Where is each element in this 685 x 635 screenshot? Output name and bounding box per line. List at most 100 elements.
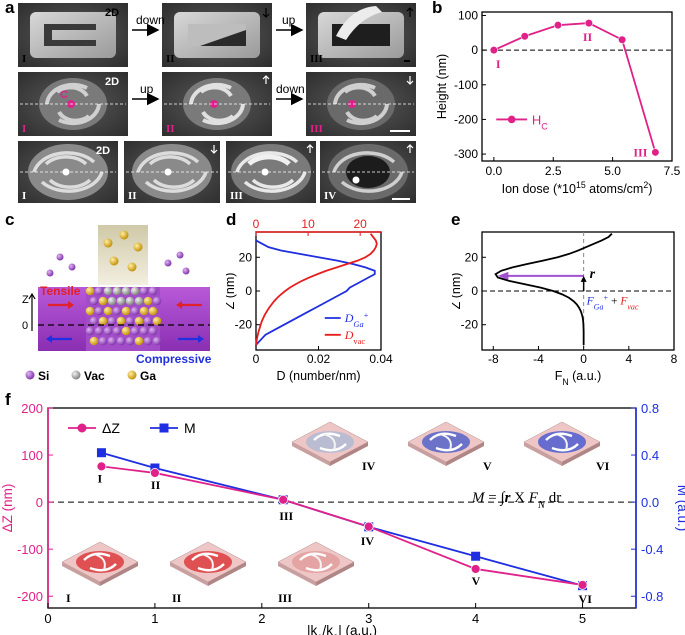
a-row3-label-2: II — [128, 190, 137, 202]
a-row2-label-2: II — [166, 123, 175, 135]
a-row2-label-1: I — [22, 123, 26, 135]
b-point — [618, 35, 627, 44]
f-inset-ii-side-right — [208, 562, 246, 586]
f-point-dz — [96, 461, 107, 472]
b-frame — [481, 11, 673, 162]
lattice-atom — [121, 306, 131, 316]
lattice-atom — [94, 326, 104, 336]
lattice-atom — [98, 296, 108, 306]
b-ytick-label: -200 — [454, 112, 478, 126]
f-point-dz — [577, 580, 588, 590]
d-xtick-label: 0.04 — [369, 352, 393, 366]
f-point-dz — [150, 468, 160, 478]
f-left-ytick-label: -100 — [17, 542, 43, 557]
chart-d: 0 0.02 0.04 0 10 20 20 0 -20 D (number/nm) Z (nm) D… — [226, 217, 393, 383]
d-top-tick-label: 20 — [353, 217, 367, 231]
f-inset-i-side-right — [100, 562, 138, 586]
c-zero-label: 0 — [22, 320, 28, 332]
d-series-ga — [255, 239, 376, 346]
f-inset-v — [407, 421, 485, 466]
f-inset-vi — [523, 421, 601, 466]
f-point-m — [150, 463, 160, 473]
lattice-atom — [139, 326, 149, 336]
f-xtick-label: 4 — [472, 611, 479, 626]
chart-e: -8 -4 0 4 8 20 0 -20 FN (a.u.) Z (nm) r FGa+ + Fvac — [452, 231, 678, 387]
d-series-vac — [255, 233, 378, 346]
lattice-atom — [98, 336, 108, 346]
f-inset-iii-side-right — [316, 562, 354, 586]
lattice-atom — [125, 296, 135, 306]
f-right-ytick-label: -0.4 — [641, 542, 663, 557]
a-row3-img4 — [320, 141, 416, 203]
a-row2-label-3: III — [310, 123, 323, 135]
lattice-atom — [89, 296, 99, 306]
d-ytick-label: 20 — [239, 250, 253, 264]
panel-letter-a: a — [5, 0, 15, 17]
f-xlabel: |k1/k2| (a.u.) — [307, 623, 377, 635]
d-top-tick-label: 10 — [301, 217, 315, 231]
f-legend-label-m: M — [184, 420, 196, 436]
e-xtick-label: 4 — [625, 352, 632, 366]
lattice-atom — [134, 316, 144, 326]
f-xtick-label: 0 — [44, 611, 51, 626]
b-xtick-label: 2.5 — [545, 164, 562, 178]
e-ytick-label: -20 — [461, 318, 479, 332]
lattice-atom — [89, 336, 99, 346]
a-row2-img1 — [18, 72, 128, 136]
lattice-atom — [107, 316, 117, 326]
f-inset-ii-arm3 — [201, 553, 214, 571]
b-point — [584, 18, 593, 28]
lattice-atom — [89, 316, 99, 326]
f-inset-iv-side-left — [292, 442, 330, 466]
b-xtick-label: 7.5 — [664, 164, 681, 178]
f-inset-ii — [169, 541, 247, 586]
d-legend-label-ga: DGa+ — [344, 310, 369, 328]
lattice-atom — [148, 326, 158, 336]
a-row1-img3 — [306, 3, 416, 67]
lattice-atom — [121, 286, 131, 296]
f-point-label: V — [472, 574, 481, 588]
b-legend-marker — [507, 115, 516, 124]
lattice-atom — [107, 336, 117, 346]
b-legend-label: HC — [532, 112, 548, 131]
b-annot-ii: II — [583, 30, 593, 44]
d-ylabel: Z (nm) — [226, 273, 237, 310]
a-row1-arrow1-label: down — [136, 13, 165, 27]
f-point-label: III — [279, 509, 293, 523]
lattice-atom — [125, 336, 135, 346]
a-row2-arrow2-label: down — [276, 82, 305, 96]
e-xtick-label: 8 — [671, 352, 678, 366]
c-legend-vac: Vac — [84, 369, 105, 383]
a-row3-label-3: III — [230, 190, 243, 202]
lattice-atom — [152, 296, 162, 306]
panel-c-schematic: Z 0 Tensile Compressive Si Vac Ga — [22, 225, 212, 383]
lattice-atom — [116, 336, 126, 346]
e-r-label: r — [590, 267, 596, 282]
f-inset-v-side-left — [408, 442, 446, 466]
b-xlabel: Ion dose (*1015 atoms/cm2) — [502, 180, 653, 196]
panel-letter-e: e — [451, 210, 461, 229]
b-point — [651, 148, 660, 157]
f-equation: M = ∫r X FN dr — [471, 490, 561, 511]
a-row3-img2 — [124, 141, 220, 203]
f-inset-iv — [291, 421, 369, 466]
lattice-atom — [121, 326, 131, 336]
f-inset-iv-arm3 — [323, 433, 336, 451]
c-compressive-label: Compressive — [136, 352, 212, 366]
a-row3-img1 — [18, 141, 118, 203]
lattice-atom — [130, 286, 140, 296]
f-inset-vi-arm3 — [555, 433, 568, 451]
b-point — [489, 46, 498, 55]
c-z-label: Z — [22, 294, 29, 306]
lattice-atom — [94, 306, 104, 316]
c-atom-lattice — [85, 286, 162, 351]
b-ytick-label: 0 — [471, 43, 478, 57]
lattice-atom — [98, 316, 108, 326]
lattice-atom — [116, 316, 126, 326]
lattice-atom — [85, 286, 95, 296]
a-row3-label-4: IV — [324, 190, 336, 202]
b-annot-iii: III — [633, 145, 647, 159]
lattice-atom — [143, 316, 153, 326]
f-inset-iii-arm3 — [309, 553, 322, 571]
f-xtick-label: 3 — [365, 611, 372, 626]
